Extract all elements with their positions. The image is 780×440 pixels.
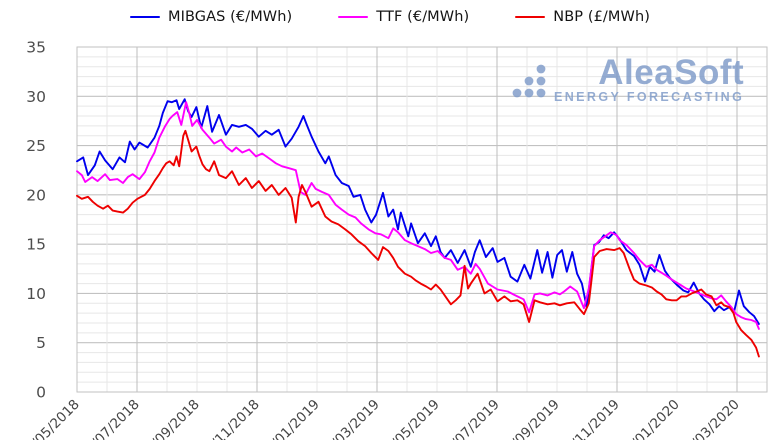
x-tick-label: 01/05/2019	[376, 397, 442, 440]
series-line-ttf	[76, 101, 760, 330]
x-tick-label: 01/05/2018	[16, 397, 82, 440]
plot-border	[76, 46, 768, 393]
y-tick-label: 25	[26, 137, 46, 155]
x-tick-label: 01/09/2018	[136, 397, 202, 440]
x-tick-label: 01/03/2019	[316, 397, 382, 440]
x-tick-label: 01/03/2020	[676, 397, 742, 440]
x-tick-label: 01/07/2018	[76, 397, 142, 440]
x-tick-label: 01/11/2018	[196, 397, 262, 440]
x-tick-label: 01/09/2019	[496, 397, 562, 440]
y-tick-label: 10	[26, 285, 46, 303]
y-tick-label: 35	[26, 39, 46, 57]
x-tick-label: 01/07/2019	[436, 397, 502, 440]
y-tick-label: 20	[26, 186, 46, 204]
y-tick-label: 5	[36, 334, 46, 352]
grid	[76, 46, 768, 393]
y-tick-label: 30	[26, 88, 46, 106]
y-tick-label: 0	[36, 384, 46, 402]
x-tick-label: 01/01/2019	[256, 397, 322, 440]
series-line-nbp	[76, 129, 760, 358]
x-tick-label: 01/01/2020	[616, 397, 682, 440]
y-tick-label: 15	[26, 236, 46, 254]
x-tick-label: 01/11/2019	[556, 397, 622, 440]
